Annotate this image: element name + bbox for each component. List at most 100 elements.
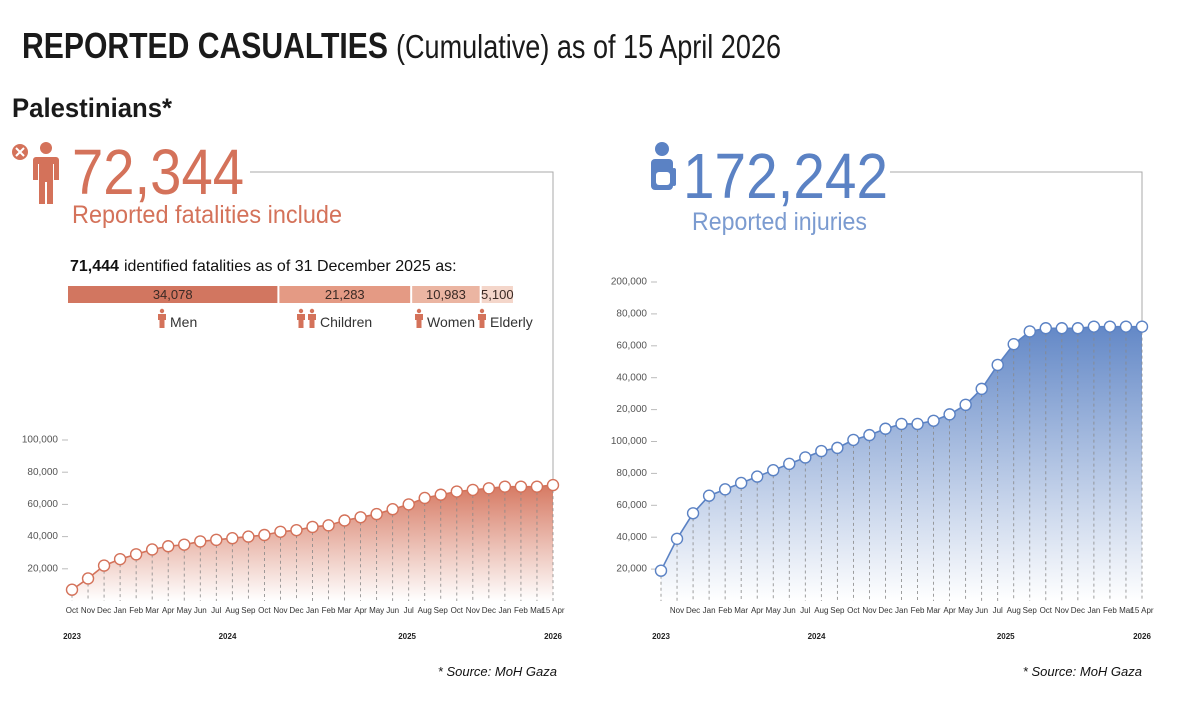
x-tick-label: Nov — [670, 606, 684, 615]
y-tick-label: 20,000 — [616, 564, 647, 575]
person-icon — [479, 308, 485, 314]
person-icon — [158, 314, 166, 328]
bar-segment — [412, 286, 480, 303]
x-tick-label: Mar — [734, 606, 748, 615]
y-tick-label: 80,000 — [616, 309, 647, 320]
value-label: 34,078 — [153, 287, 193, 302]
year-label: 2025 — [997, 632, 1015, 641]
point — [290, 523, 303, 537]
point — [783, 457, 796, 471]
y-tick-label: 40,000 — [27, 531, 58, 542]
point — [1055, 322, 1069, 335]
point — [863, 428, 876, 442]
y-tick-label: 20,000 — [616, 404, 647, 415]
x-tick-label: Sep — [241, 606, 256, 615]
x-tick-label: Mar — [1119, 606, 1133, 615]
source-note: * Source: MoH Gaza — [438, 664, 557, 679]
point — [370, 507, 383, 521]
breakdown-caption: identified fatalities as of 31 December … — [124, 258, 457, 275]
point — [1119, 320, 1133, 333]
y-tick-label: 80,000 — [27, 467, 58, 478]
point — [991, 358, 1004, 372]
y-tick-label: 20,000 — [27, 563, 58, 574]
point — [226, 532, 239, 545]
x-tick-label: May — [958, 606, 973, 615]
value-label: 5,100 — [481, 287, 514, 302]
person-icon — [298, 308, 304, 314]
x-tick-label: Jan — [895, 606, 908, 615]
point — [402, 498, 415, 511]
y-tick-label: 40,000 — [616, 532, 647, 543]
point — [242, 530, 255, 543]
x-tick-label: Jan — [498, 606, 511, 615]
injuries-subtitle: Reported injuries — [692, 208, 867, 236]
year-label: 2025 — [398, 632, 416, 641]
year-label: 2023 — [652, 632, 670, 641]
x-tick-label: Jun — [783, 606, 796, 615]
point — [434, 488, 447, 501]
point — [1087, 320, 1101, 333]
point — [1071, 322, 1085, 335]
person-icon — [415, 314, 423, 328]
x-tick-label: Jan — [114, 606, 127, 615]
point — [210, 533, 223, 547]
person-icon — [309, 308, 315, 314]
point — [718, 483, 732, 496]
x-tick-label: Dec — [289, 606, 303, 615]
point — [354, 511, 367, 524]
fatality-icon — [12, 142, 59, 204]
x-tick-label: Jul — [211, 606, 221, 615]
x-tick-label: Nov — [81, 606, 95, 615]
x-tick-label: Feb — [1103, 606, 1117, 615]
category-label: Elderly — [490, 314, 533, 330]
x-tick-label: Oct — [847, 606, 860, 615]
x-tick-label: May — [369, 606, 384, 615]
point — [702, 489, 716, 502]
x-tick-label: Feb — [322, 606, 336, 615]
breakdown-total: 71,444 — [70, 258, 119, 275]
point — [129, 548, 143, 561]
year-label: 2024 — [808, 632, 826, 641]
bar-segment — [68, 286, 278, 303]
injury-icon — [651, 142, 676, 190]
x-tick-label: Nov — [1055, 606, 1069, 615]
point — [959, 398, 972, 412]
point — [927, 414, 940, 427]
x-tick-label: Jan — [1087, 606, 1100, 615]
x-tick-label: Jun — [386, 606, 399, 615]
point — [911, 417, 924, 431]
person-icon — [159, 308, 165, 314]
y-tick-label: 100,000 — [22, 435, 59, 446]
point — [418, 491, 431, 505]
x-tick-label: 15 Apr — [541, 606, 564, 615]
y-tick-label: 60,000 — [616, 340, 647, 351]
x-tick-label: Mar — [145, 606, 159, 615]
year-label: 2026 — [1133, 632, 1151, 641]
category-label: Children — [320, 314, 372, 330]
x-tick-label: Nov — [466, 606, 480, 615]
point — [1007, 338, 1020, 351]
point — [751, 470, 764, 483]
point — [194, 535, 207, 548]
point — [274, 525, 287, 538]
title-note: (Cumulative) as of 15 April 2026 — [396, 28, 781, 65]
point — [306, 520, 319, 534]
x-tick-label: Dec — [482, 606, 496, 615]
x-tick-label: 15 Apr — [1130, 606, 1153, 615]
x-tick-label: Apr — [751, 606, 764, 615]
x-tick-label: Aug — [225, 606, 239, 615]
year-label: 2026 — [544, 632, 562, 641]
person-icon — [308, 314, 316, 328]
y-tick-label: 60,000 — [27, 499, 58, 510]
person-icon — [297, 314, 305, 328]
x-tick-label: Feb — [514, 606, 528, 615]
point — [338, 514, 351, 527]
point — [514, 480, 528, 493]
year-label: 2023 — [63, 632, 81, 641]
title: REPORTED CASUALTIES — [22, 25, 388, 66]
x-tick-label: Nov — [273, 606, 287, 615]
section-title: Palestinians* — [12, 93, 172, 123]
point — [65, 583, 79, 596]
point — [178, 538, 191, 551]
